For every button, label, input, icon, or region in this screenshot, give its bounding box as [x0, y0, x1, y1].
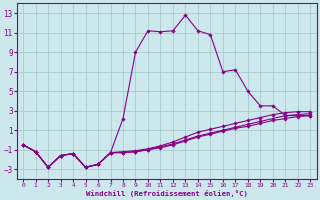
- X-axis label: Windchill (Refroidissement éolien,°C): Windchill (Refroidissement éolien,°C): [86, 190, 248, 197]
